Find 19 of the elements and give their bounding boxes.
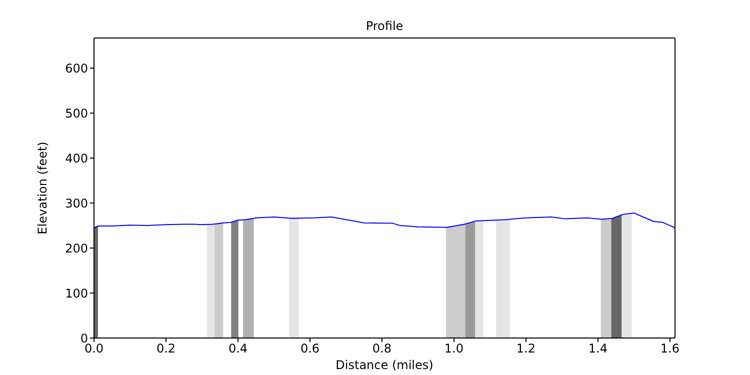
- x-tick-label: 1.4: [588, 342, 608, 356]
- y-tick-label: 300: [65, 196, 88, 210]
- x-tick-label: 1.2: [516, 342, 536, 356]
- line-series: [94, 212, 675, 228]
- x-tick-label: 0.6: [300, 342, 320, 356]
- y-axis-title: Elevation (feet): [35, 142, 50, 234]
- x-tick-label: 0.2: [156, 342, 176, 356]
- y-tick-label: 400: [65, 151, 88, 166]
- x-tick-label: 1.0: [444, 342, 464, 356]
- x-tick-label: 0.8: [372, 342, 392, 356]
- x-tick-label: 1.6: [660, 342, 680, 356]
- chart-title: Profile: [364, 19, 404, 33]
- y-tick-label: 200: [65, 241, 88, 256]
- x-tick-label: 0.0: [84, 342, 104, 356]
- y-tick-label: 600: [65, 61, 88, 76]
- y-tick-label: 500: [65, 106, 88, 120]
- x-axis-title: Distance (miles): [336, 358, 434, 372]
- x-tick-label: 0.4: [228, 342, 248, 356]
- y-tick-label: 100: [65, 286, 88, 300]
